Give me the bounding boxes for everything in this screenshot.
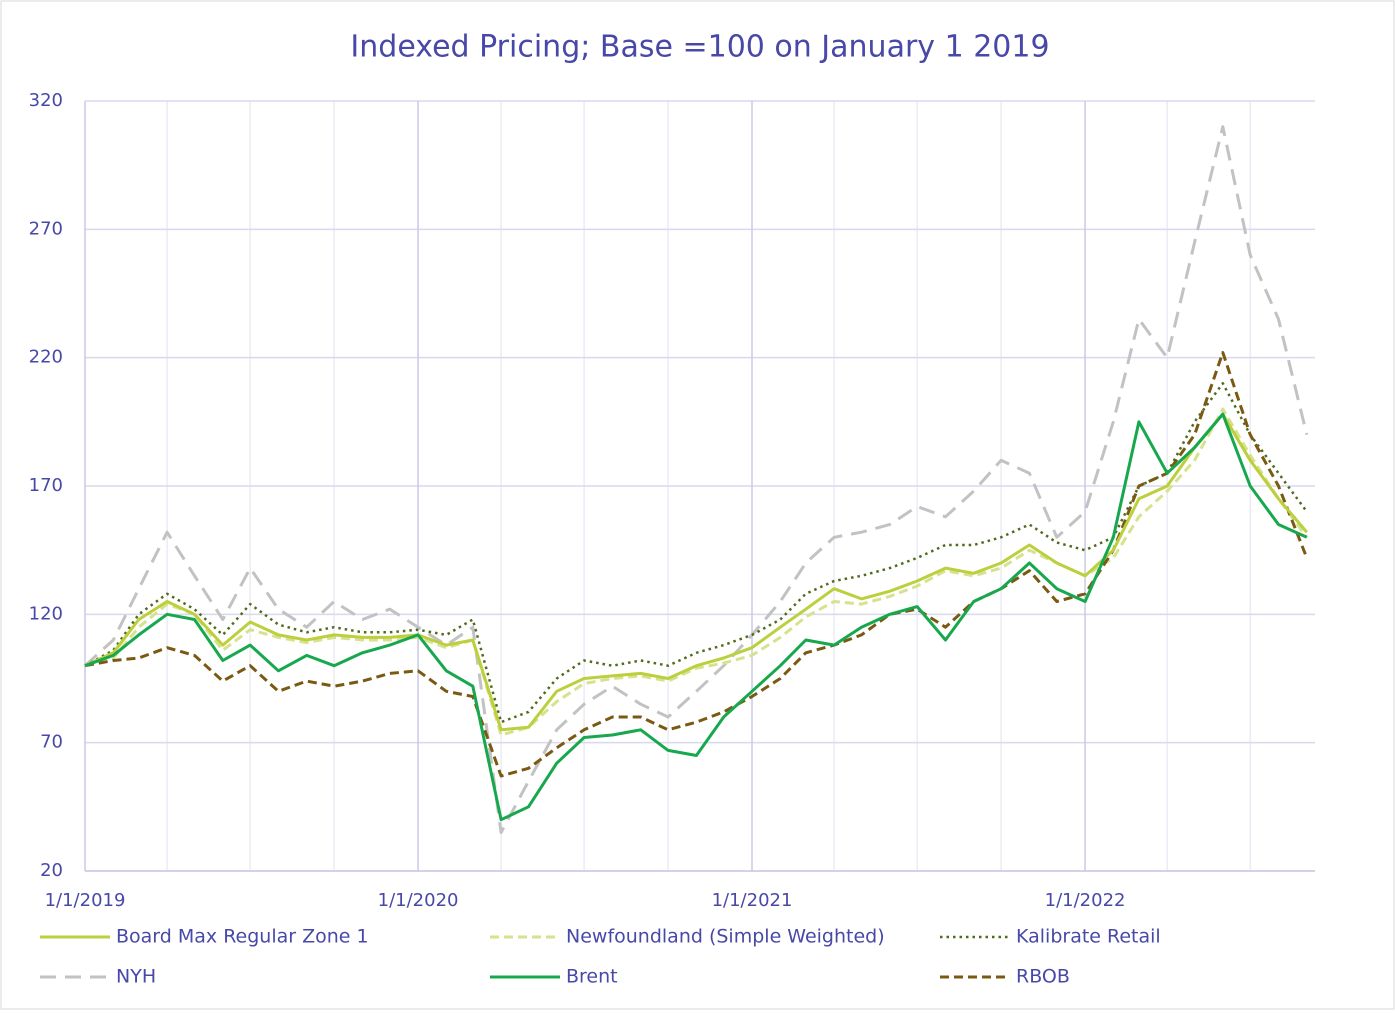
y-tick-label: 220	[29, 347, 63, 368]
legend-label: Kalibrate Retail	[1016, 926, 1161, 948]
legend-label: Brent	[566, 966, 618, 988]
series-line	[84, 382, 1308, 724]
legend-label: Board Max Regular Zone 1	[116, 926, 369, 948]
y-tick-label: 170	[29, 475, 63, 496]
legend-label: RBOB	[1016, 966, 1070, 988]
y-tick-label: 320	[29, 90, 63, 111]
series-line	[83, 125, 1309, 834]
series-line	[84, 351, 1309, 778]
y-tick-label: 270	[29, 218, 63, 239]
series-line	[84, 412, 1308, 822]
legend-label: Newfoundland (Simple Weighted)	[566, 926, 885, 948]
y-tick-label: 20	[40, 860, 63, 881]
y-tick-label: 70	[40, 732, 63, 753]
x-tick-label: 1/1/2021	[712, 890, 793, 911]
x-tick-label: 1/1/2022	[1045, 890, 1126, 911]
legend-label: NYH	[116, 966, 156, 988]
y-tick-label: 120	[29, 603, 63, 624]
x-tick-label: 1/1/2020	[378, 890, 459, 911]
chart-title: Indexed Pricing; Base =100 on January 1 …	[350, 30, 1049, 65]
x-tick-label: 1/1/2019	[45, 890, 126, 911]
